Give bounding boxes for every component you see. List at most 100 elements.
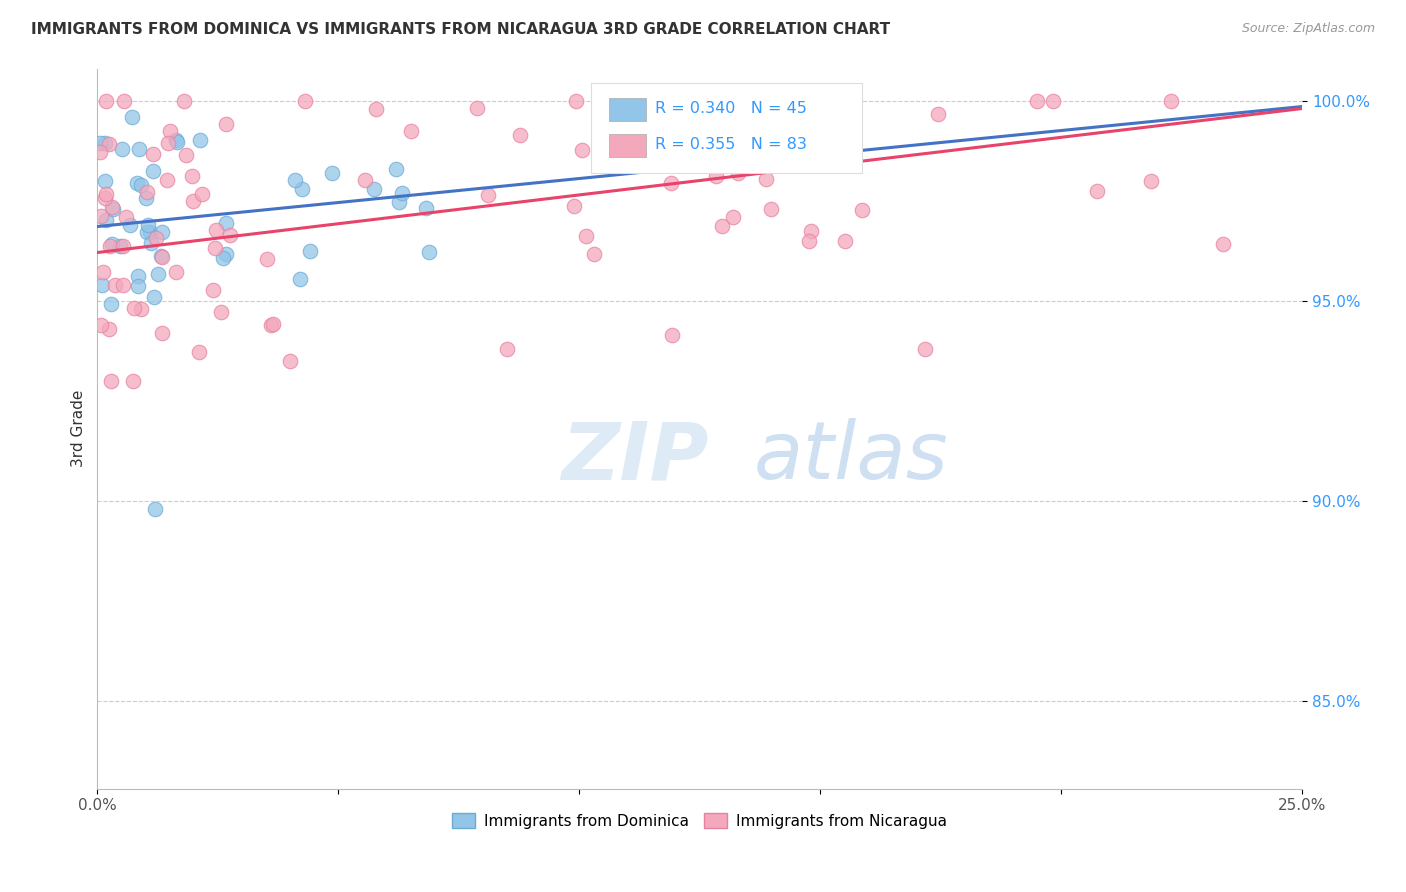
Text: Source: ZipAtlas.com: Source: ZipAtlas.com: [1241, 22, 1375, 36]
Point: [94, 187, 117, 202]
Point: [150, 250, 173, 264]
Point: [391, 186, 413, 200]
Point: [111, 142, 134, 156]
Point: [145, 231, 167, 245]
Point: [465, 102, 488, 116]
Point: [156, 173, 179, 187]
Point: [851, 203, 873, 218]
Point: [96, 213, 118, 227]
Point: [617, 94, 640, 108]
Point: [201, 283, 224, 297]
Point: [129, 302, 152, 317]
Point: [142, 290, 165, 304]
Point: [104, 277, 127, 292]
Point: [927, 107, 949, 121]
Legend: Immigrants from Dominica, Immigrants from Nicaragua: Immigrants from Dominica, Immigrants fro…: [446, 807, 953, 835]
Point: [156, 136, 179, 150]
Point: [135, 191, 157, 205]
Point: [262, 318, 284, 332]
Point: [112, 94, 135, 108]
Point: [191, 186, 214, 201]
Point: [1085, 184, 1108, 198]
Y-axis label: 3rd Grade: 3rd Grade: [72, 390, 86, 467]
Point: [89, 136, 111, 151]
Point: [659, 176, 682, 190]
Point: [583, 247, 606, 261]
Point: [142, 164, 165, 178]
Point: [204, 241, 226, 255]
Point: [98, 239, 121, 253]
Point: [159, 124, 181, 138]
Point: [97, 322, 120, 336]
Point: [146, 267, 169, 281]
Point: [114, 211, 136, 225]
Point: [366, 102, 388, 116]
Point: [141, 147, 163, 161]
Point: [661, 328, 683, 343]
Point: [218, 228, 240, 243]
Point: [575, 228, 598, 243]
Point: [259, 318, 281, 333]
Point: [215, 117, 238, 131]
Point: [418, 244, 440, 259]
Point: [721, 211, 744, 225]
Point: [291, 182, 314, 196]
Point: [111, 238, 134, 252]
Point: [353, 172, 375, 186]
Point: [477, 187, 499, 202]
Point: [165, 265, 187, 279]
Point: [91, 265, 114, 279]
Point: [914, 342, 936, 356]
Point: [509, 128, 531, 143]
Point: [299, 244, 322, 259]
Text: IMMIGRANTS FROM DOMINICA VS IMMIGRANTS FROM NICARAGUA 3RD GRADE CORRELATION CHAR: IMMIGRANTS FROM DOMINICA VS IMMIGRANTS F…: [31, 22, 890, 37]
Point: [215, 246, 238, 260]
Point: [100, 297, 122, 311]
Point: [399, 124, 422, 138]
Point: [98, 136, 121, 151]
Point: [1160, 94, 1182, 108]
Point: [111, 278, 134, 293]
Point: [689, 109, 711, 123]
Point: [284, 172, 307, 186]
Point: [90, 318, 112, 332]
Point: [209, 305, 232, 319]
Point: [755, 172, 778, 186]
Point: [139, 225, 162, 239]
Point: [1140, 173, 1163, 187]
Point: [129, 178, 152, 193]
Point: [215, 216, 238, 230]
Point: [101, 202, 124, 216]
Point: [181, 194, 204, 208]
Point: [288, 271, 311, 285]
Point: [211, 251, 233, 265]
Point: [174, 148, 197, 162]
Point: [1212, 236, 1234, 251]
Point: [173, 94, 195, 108]
Point: [108, 238, 131, 252]
Point: [136, 218, 159, 232]
Point: [496, 342, 519, 356]
Point: [1026, 94, 1049, 108]
Point: [188, 133, 211, 147]
Point: [139, 235, 162, 250]
Point: [118, 218, 141, 232]
Point: [321, 166, 343, 180]
Point: [180, 169, 202, 183]
Point: [93, 136, 115, 151]
Text: R = 0.355   N = 83: R = 0.355 N = 83: [655, 136, 807, 152]
Point: [121, 110, 143, 124]
FancyBboxPatch shape: [592, 83, 862, 173]
Point: [101, 237, 124, 252]
Point: [745, 145, 768, 159]
Point: [128, 143, 150, 157]
Point: [122, 301, 145, 316]
Point: [205, 223, 228, 237]
Point: [363, 182, 385, 196]
Point: [94, 191, 117, 205]
Point: [100, 374, 122, 388]
Point: [188, 345, 211, 359]
Point: [125, 177, 148, 191]
Point: [166, 136, 188, 150]
Bar: [609, 98, 645, 121]
